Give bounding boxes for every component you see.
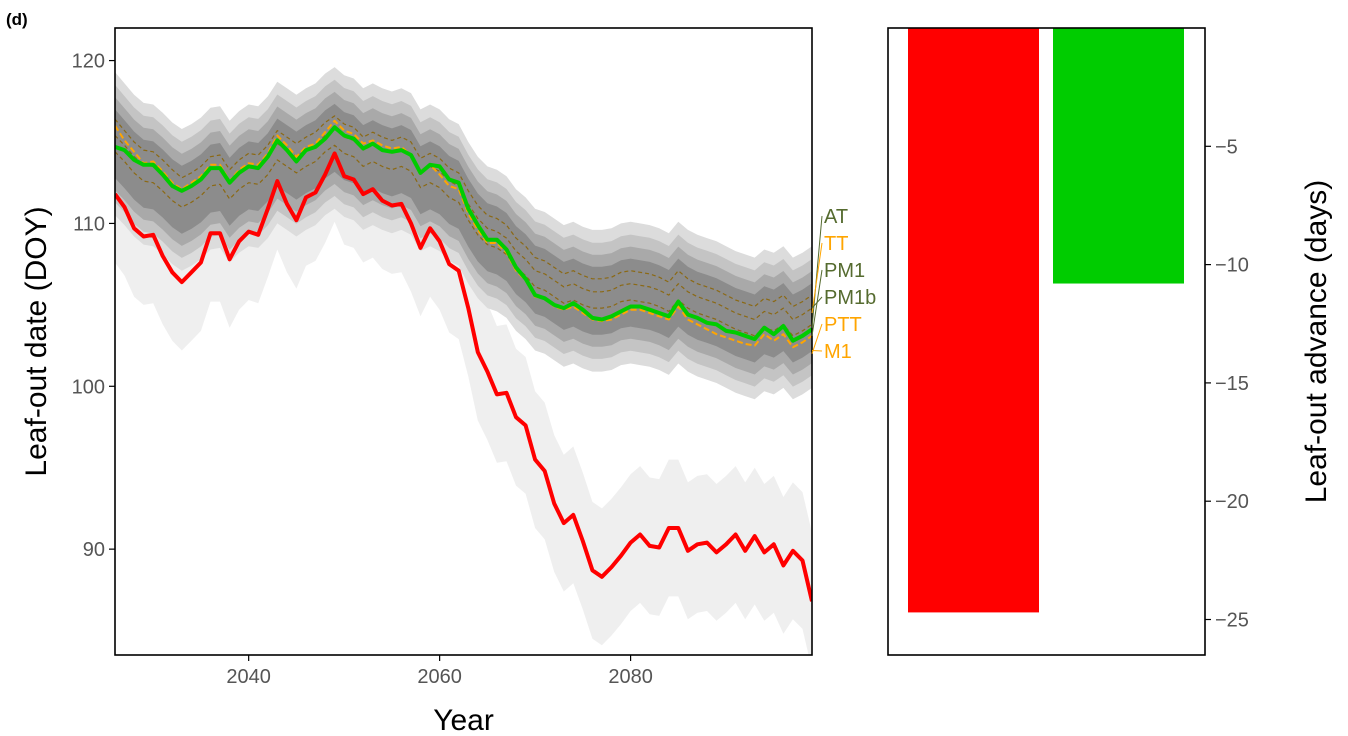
x-tick-label: 2060 (417, 666, 462, 688)
bar-y-tick-label: −25 (1215, 610, 1249, 632)
bar-y-tick-label: −10 (1215, 255, 1249, 277)
plot-frame (114, 27, 813, 656)
line-label-leader (811, 296, 823, 309)
bar-y-tick-label: −15 (1215, 373, 1249, 395)
leafout-advance-bar-panel: −5 −10 −15 −20 −25 Leaf-out advance (days) (887, 27, 1333, 656)
line-label-leader (811, 215, 823, 328)
bar-y-axis-label: Leaf-out advance (days) (1300, 180, 1333, 504)
model-line-green (115, 125, 812, 343)
y-axis-label: Leaf-out date (DOY) (20, 206, 53, 476)
line-label: AT (824, 206, 848, 228)
line-label-leader (811, 349, 823, 352)
bar-y-tick-label: −5 (1215, 136, 1238, 158)
advance-bar-1 (908, 28, 1039, 613)
model-line-dashed-3 (115, 115, 812, 308)
line-label: PM1 (824, 260, 865, 282)
x-tick-label: 2080 (608, 666, 653, 688)
x-axis-label: Year (433, 704, 494, 736)
y-tick-label: 120 (72, 51, 105, 73)
leafout-timeseries-panel: 90 100 110 120 2040 2060 2080 Year Leaf-out date… (20, 27, 876, 736)
panel-label: (d) (6, 10, 28, 29)
x-tick-label: 2040 (226, 666, 271, 688)
bar-plot-frame (887, 27, 1206, 656)
line-label: PM1b (824, 287, 876, 309)
y-tick-label: 110 (73, 213, 105, 235)
line-label-leader (811, 242, 823, 314)
line-label-leader (811, 323, 823, 354)
plot-area (115, 67, 812, 655)
y-tick-label: 100 (72, 376, 105, 398)
model-line-red (115, 151, 812, 602)
line-label: TT (824, 233, 848, 255)
line-label: M1 (824, 341, 852, 363)
model-line-dashed-5 (115, 144, 812, 337)
y-tick-label: 90 (83, 539, 105, 561)
bar-y-tick-label: −20 (1215, 491, 1249, 513)
line-label: PTT (824, 314, 862, 336)
advance-bar-2 (1053, 28, 1184, 284)
